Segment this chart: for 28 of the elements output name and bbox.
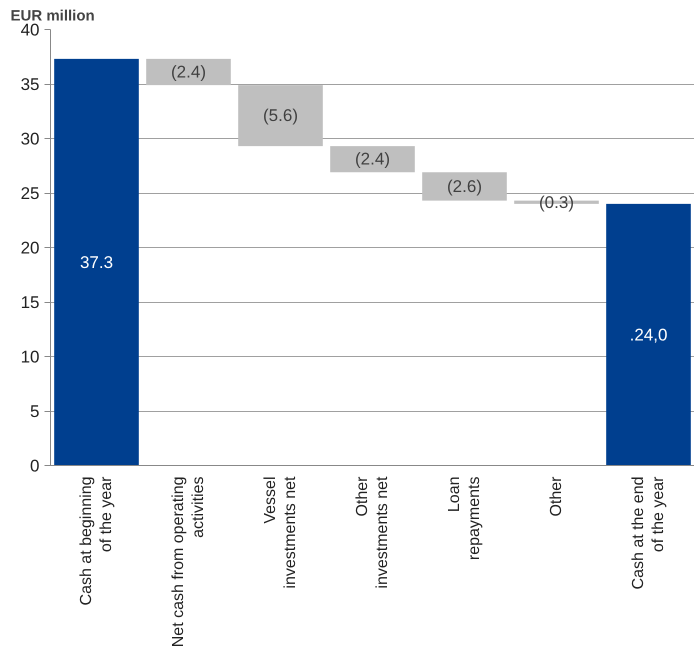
bar bbox=[330, 146, 415, 172]
x-tick-label: Net cash from operating activities bbox=[170, 476, 208, 648]
bar bbox=[238, 85, 323, 146]
y-tick-label: 25 bbox=[20, 184, 40, 203]
y-tick-label: 5 bbox=[30, 402, 40, 421]
data-label: (2.4) bbox=[355, 150, 390, 169]
y-tick-label: 20 bbox=[20, 238, 40, 258]
y-tick-label: 15 bbox=[20, 293, 40, 312]
y-tick-label: 0 bbox=[30, 456, 40, 476]
data-label: .24,0 bbox=[630, 326, 668, 345]
data-label: 37.3 bbox=[80, 253, 114, 272]
bar bbox=[146, 58, 231, 86]
y-tick-label: 35 bbox=[20, 75, 40, 94]
x-tick-label: Vessel investments net bbox=[262, 476, 300, 589]
data-label: (5.6) bbox=[263, 106, 298, 126]
bar bbox=[606, 204, 691, 466]
y-tick-label: 10 bbox=[20, 348, 40, 366]
x-tick-label: Cash at the end of the year bbox=[630, 476, 668, 590]
x-tick-label: Other investments net bbox=[354, 476, 392, 589]
x-tick-label: Cash at beginning of the year bbox=[78, 476, 116, 606]
data-label: (0.3) bbox=[539, 192, 574, 212]
x-tick-label: Loan repayments bbox=[446, 476, 484, 560]
x-tick-label: Other bbox=[548, 476, 565, 517]
data-label: (2.4) bbox=[171, 62, 206, 82]
bar bbox=[54, 58, 139, 466]
data-label: (2.6) bbox=[447, 176, 482, 196]
y-tick-label: 30 bbox=[20, 130, 40, 148]
bar bbox=[422, 172, 507, 201]
